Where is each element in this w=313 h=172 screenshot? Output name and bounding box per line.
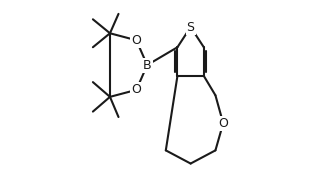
Text: O: O (131, 83, 141, 96)
Text: O: O (131, 34, 141, 47)
Text: B: B (143, 58, 151, 72)
Text: O: O (218, 117, 228, 130)
Text: S: S (187, 21, 195, 34)
